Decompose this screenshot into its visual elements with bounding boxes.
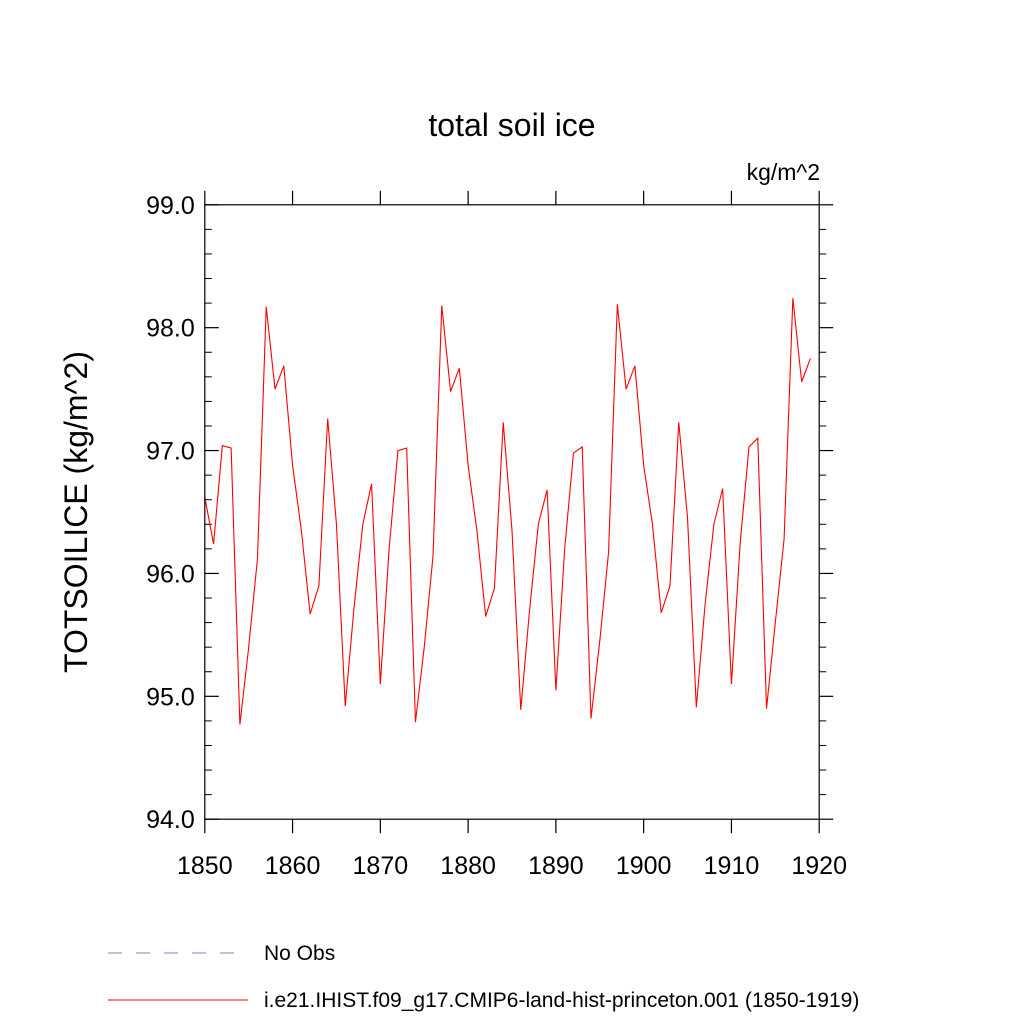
minor-ticks: [204, 228, 827, 796]
x-tick-label: 1850: [177, 852, 233, 880]
y-tick-label: 94.0: [146, 806, 195, 834]
legend-label-no-obs: No Obs: [264, 942, 335, 965]
chart-title: total soil ice: [428, 107, 595, 143]
x-tick-label: 1910: [704, 852, 760, 880]
plot-frame: [204, 204, 820, 820]
x-tick-label: 1880: [440, 852, 496, 880]
units-label: kg/m^2: [747, 159, 820, 185]
y-tick-label: 98.0: [146, 315, 195, 343]
x-tick-labels: 1850 1860 1870 1880 1890 1900 1910 1920: [177, 852, 847, 880]
y-tick-label: 97.0: [146, 438, 195, 466]
x-tick-label: 1860: [265, 852, 321, 880]
x-tick-label: 1890: [528, 852, 584, 880]
y-axis-label: TOTSOILICE (kg/m^2): [58, 351, 94, 673]
y-tick-label: 96.0: [146, 560, 195, 588]
legend: No Obs i.e21.IHIST.f09_g17.CMIP6-land-hi…: [108, 942, 859, 1012]
x-tick-label: 1870: [353, 852, 409, 880]
x-tick-label: 1920: [791, 852, 847, 880]
series-line-princeton: [204, 298, 811, 725]
y-tick-labels: 94.0 95.0 96.0 97.0 98.0 99.0: [146, 192, 195, 834]
y-tick-label: 99.0: [146, 192, 195, 220]
x-tick-label: 1900: [616, 852, 672, 880]
legend-label-princeton: i.e21.IHIST.f09_g17.CMIP6-land-hist-prin…: [264, 989, 859, 1012]
y-tick-label: 95.0: [146, 683, 195, 711]
